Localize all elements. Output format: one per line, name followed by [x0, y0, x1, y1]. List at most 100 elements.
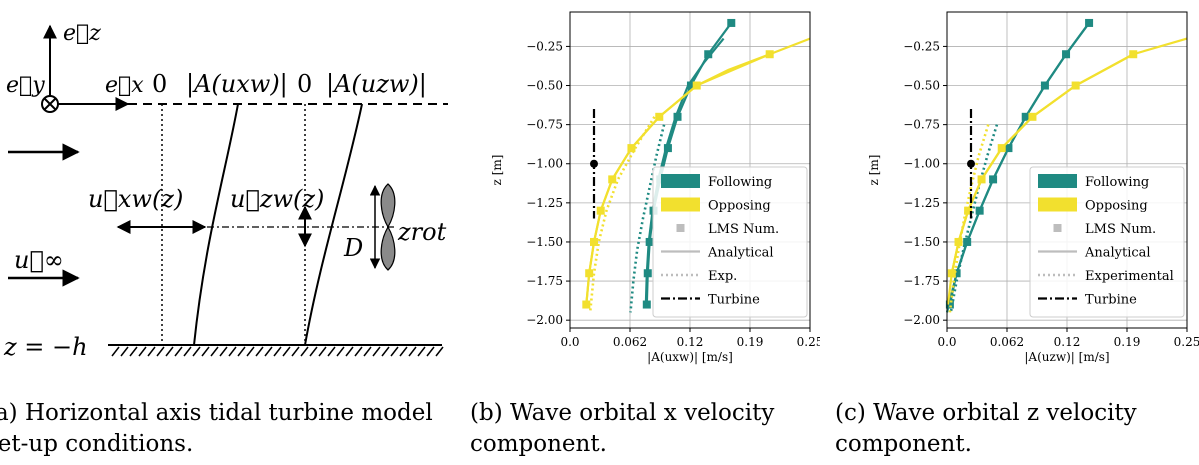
y-tick-label: −2.00 — [526, 313, 563, 327]
y-tick-label: −0.25 — [903, 39, 940, 53]
x-axis-label: |A(uxw)| [m/s] — [647, 350, 733, 364]
ux-profile-curve — [193, 103, 239, 346]
seabed-hatch-mark — [210, 346, 219, 357]
seabed-hatch-mark — [381, 346, 390, 357]
x-tick-label: 0.19 — [1114, 335, 1141, 349]
y-tick-label: −1.75 — [903, 274, 940, 288]
legend-label: Analytical — [707, 246, 774, 261]
seabed-hatch-mark — [147, 346, 156, 357]
uz-profile-curve — [304, 103, 363, 346]
following-experimental-line — [629, 124, 666, 313]
legend-label: Following — [708, 175, 772, 190]
seabed-hatch-mark — [336, 346, 345, 357]
seabed-hatch-mark — [138, 346, 147, 357]
y-tick-label: −2.00 — [903, 313, 940, 327]
rotor-blade-upper — [380, 183, 396, 229]
seabed-hatch-mark — [291, 346, 300, 357]
amp-z-label: |A(uzw)| — [326, 70, 427, 99]
seabed-hatch-mark — [408, 346, 417, 357]
ez-label: e⃗z — [63, 21, 101, 46]
following-experimental-line — [949, 124, 999, 313]
seabed-hatch-mark — [219, 346, 228, 357]
x-tick-label: 0.062 — [990, 335, 1024, 349]
y-tick-label: −0.25 — [526, 39, 563, 53]
seabed-hatch-mark — [300, 346, 309, 357]
opposing-analytical-line — [946, 37, 1188, 305]
legend-swatch-opposing — [661, 197, 700, 212]
chart-z-velocity: 0.0 0.062 0.12 0.19 0.25 −0.25 −0.50 −0.75 −1.00… — [867, 11, 1199, 364]
ey-axis-cross — [43, 97, 57, 111]
seabed-hatch-mark — [417, 346, 426, 357]
x-tick-label: 0.12 — [677, 335, 704, 349]
x-tick-label: 0.0 — [937, 335, 956, 349]
x-tick-label: 0.062 — [613, 335, 647, 349]
ex-label: e⃗x — [105, 73, 144, 98]
seabed-hatch-mark — [354, 346, 363, 357]
diameter-label: D — [343, 234, 363, 262]
seabed-hatch-mark — [399, 346, 408, 357]
legend-swatch-lms — [676, 224, 685, 232]
legend-swatch-lms — [1053, 224, 1062, 232]
seabed-hatch-mark — [246, 346, 255, 357]
y-tick-label: −1.25 — [526, 196, 563, 210]
y-tick-label: −1.50 — [526, 235, 563, 249]
seabed-hatch-mark — [327, 346, 336, 357]
legend-label: Experimental — [1085, 269, 1174, 284]
opposing-experimental-line — [588, 116, 656, 313]
seabed-hatch-mark — [120, 346, 129, 357]
y-tick-label: −1.00 — [526, 157, 563, 171]
y-tick-label: −1.25 — [903, 196, 940, 210]
seabed-hatch-mark — [255, 346, 264, 357]
seabed-hatch-mark — [192, 346, 201, 357]
seabed-hatch-mark — [111, 346, 120, 357]
y-axis-label: z [m] — [490, 155, 504, 186]
ux-label: u⃗xw(z) — [88, 185, 183, 213]
following-lms-point — [663, 144, 672, 153]
y-tick-label: −1.00 — [903, 157, 940, 171]
seabed-hatch-mark — [174, 346, 183, 357]
bottom-depth-label: z = −h — [3, 333, 88, 361]
u-inf-label: u⃗∞ — [14, 246, 64, 274]
amp-x-label: |A(uxw)| — [186, 70, 288, 99]
following-analytical-line — [945, 22, 1090, 313]
zrot-label: zrot — [397, 218, 447, 246]
zero-z-label: 0 — [297, 70, 312, 98]
following-lms-point — [1085, 18, 1094, 27]
seabed-hatch-mark — [282, 346, 291, 357]
turbine-hub-point — [590, 159, 598, 168]
seabed-hatch-mark — [228, 346, 237, 357]
seabed-hatch-mark — [273, 346, 282, 357]
x-axis-label: |A(uzw)| [m/s] — [1024, 350, 1109, 364]
legend-swatch-opposing — [1038, 197, 1077, 212]
seabed-hatch-mark — [201, 346, 210, 357]
y-tick-label: −0.50 — [903, 79, 940, 93]
legend-label: LMS Num. — [1085, 222, 1156, 237]
x-tick-label: 0.25 — [1174, 335, 1199, 349]
x-tick-label: 0.19 — [737, 335, 764, 349]
caption-a: (a) Horizontal axis tidal turbine model … — [0, 400, 433, 457]
caption-b: (b) Wave orbital x velocity component. — [470, 400, 775, 457]
following-lms-point — [704, 50, 713, 59]
y-tick-label: −1.50 — [903, 235, 940, 249]
uz-label: u⃗zw(z) — [230, 185, 324, 213]
legend-label: Turbine — [708, 293, 760, 308]
y-tick-label: −0.75 — [903, 118, 940, 132]
seabed-hatch-mark — [129, 346, 138, 357]
following-lms-point — [686, 81, 695, 90]
legend-label: LMS Num. — [708, 222, 779, 237]
opposing-experimental-line — [948, 124, 990, 313]
seabed-hatch-mark — [318, 346, 327, 357]
following-lms-point — [673, 112, 682, 121]
ey-label: e⃗y — [6, 73, 45, 98]
seabed-hatch-mark — [156, 346, 165, 357]
y-tick-label: −1.75 — [526, 274, 563, 288]
seabed-hatch-mark — [237, 346, 246, 357]
y-axis-label: z [m] — [867, 155, 881, 186]
caption-c: (c) Wave orbital z velocity component. — [835, 400, 1137, 457]
seabed-hatch-mark — [165, 346, 174, 357]
legend-label: Following — [1085, 175, 1149, 190]
seabed-hatch-mark — [363, 346, 372, 357]
opposing-analytical-line — [585, 37, 811, 305]
seabed-hatch-mark — [372, 346, 381, 357]
seabed-hatch-mark — [309, 346, 318, 357]
